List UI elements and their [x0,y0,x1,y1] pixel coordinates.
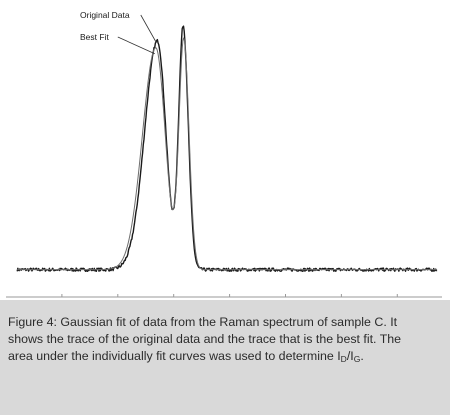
caption-line-3: area under the individually fit curves w… [8,348,446,365]
caption-line-1: Figure 4: Gaussian fit of data from the … [8,315,398,329]
legend-leader-line [117,36,155,55]
caption-period: . [360,349,364,363]
subscript-d: D [340,354,347,364]
series-line-best-fit [17,37,438,271]
legend-label: Original Data [80,10,130,20]
subscript-g: G [353,354,361,364]
legend-label: Best Fit [80,32,109,42]
chart-figure: 500100015002000250030003500 Original Dat… [6,10,442,308]
series-layer [16,25,438,273]
caption-slash: /I [346,349,354,363]
figure-caption: Figure 4: Gaussian fit of data from the … [0,300,450,415]
raman-chart: 500100015002000250030003500 Original Dat… [6,10,442,308]
legend: Original Data Best Fit [80,10,157,55]
caption-line-2: shows the trace of the original data and… [8,332,402,346]
series-line-original-data [16,25,438,273]
caption-line-3-text: area under the individually fit curves w… [8,349,341,363]
legend-leader-line [140,14,157,44]
